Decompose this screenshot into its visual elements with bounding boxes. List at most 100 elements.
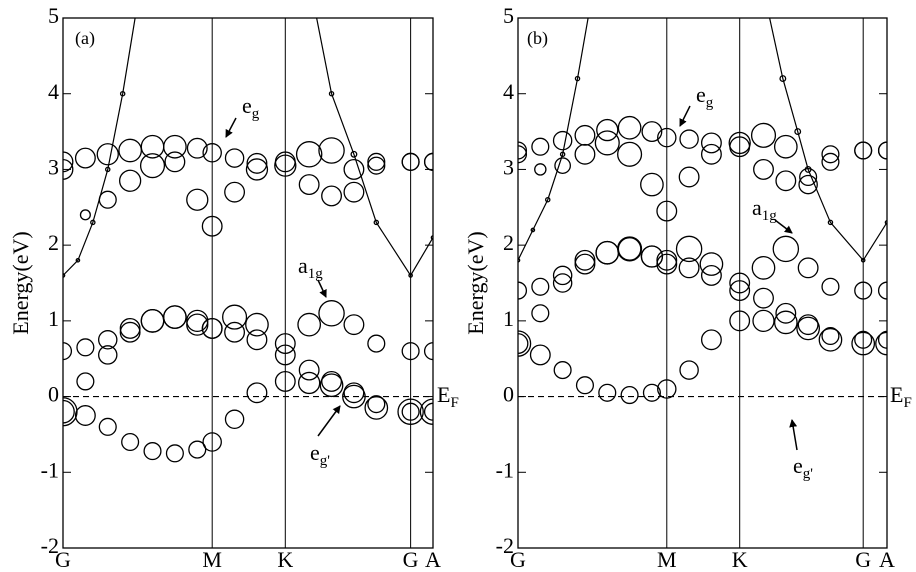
- band-weight-circle: [319, 373, 344, 398]
- band-weight-circle: [617, 141, 643, 167]
- band-weight-circle: [245, 158, 269, 181]
- annotation-subscript: 1g: [308, 266, 324, 282]
- annotation-text: a: [752, 195, 762, 220]
- y-tick-label: 4: [503, 79, 514, 104]
- band-weight-circle: [531, 137, 550, 156]
- band-weight-circle: [821, 326, 840, 346]
- band-weight-circle: [224, 409, 245, 430]
- band-weight-circle: [401, 402, 420, 421]
- band-weight-circle: [598, 383, 617, 402]
- y-tick-label: -1: [41, 457, 59, 482]
- band-weight-circle: [640, 172, 664, 197]
- band-weight-circle: [343, 314, 365, 336]
- annotation: a1g: [752, 195, 777, 224]
- band-weight-circle: [423, 402, 433, 421]
- band-weight-circle: [620, 386, 639, 405]
- band-weight-circle: [729, 280, 751, 302]
- band-weight-circle: [98, 417, 117, 436]
- annotation-subscript: g': [320, 453, 331, 469]
- y-tick-label: 3: [48, 154, 59, 179]
- band-weight-circle: [245, 312, 269, 337]
- band-weight-circle: [343, 382, 365, 404]
- band-weight-circle: [186, 137, 208, 159]
- annotation-arrow: [679, 105, 691, 127]
- band-weight-circle: [98, 330, 118, 350]
- bands: [63, 1, 433, 463]
- band-weight-circle: [656, 253, 678, 275]
- band-weight-circle: [408, 273, 413, 278]
- annotation-text: e: [793, 453, 803, 478]
- band-weight-circle: [594, 130, 620, 156]
- band-weight-circle: [775, 302, 797, 324]
- y-tick-label: 5: [503, 3, 514, 28]
- band-weight-circle: [297, 312, 322, 337]
- band-weight-circle: [119, 90, 126, 97]
- band-weight-circle: [430, 235, 433, 240]
- band-weight-circle: [574, 124, 596, 146]
- band-weight-circle: [295, 141, 323, 168]
- band-weight-circle: [617, 236, 643, 262]
- band-weight-circle: [574, 253, 596, 275]
- band-weight-circle: [367, 334, 386, 353]
- band-weight-circle: [657, 379, 677, 399]
- band-weight-circle: [552, 265, 573, 286]
- band-weight-circle: [773, 310, 798, 335]
- plot-frame: [517, 17, 888, 549]
- band-weight-circle: [818, 327, 843, 352]
- y-tick-label: 1: [48, 306, 59, 331]
- band-weight-circle: [140, 309, 165, 333]
- band-weight-circle: [343, 158, 365, 180]
- band-weight-circle: [321, 185, 342, 207]
- annotation-text: E: [890, 382, 903, 407]
- band-weight-circle: [700, 264, 722, 286]
- band-weight-circle: [274, 151, 296, 173]
- band-weight-circle: [139, 153, 166, 179]
- band-weight-circle: [96, 143, 119, 166]
- band-weight-circle: [186, 313, 209, 336]
- band-weight-circle: [63, 342, 73, 361]
- band-weight-circle: [617, 237, 642, 261]
- band-weight-circle: [186, 188, 209, 211]
- band-weight-circle: [274, 370, 296, 392]
- band-weight-circle: [321, 370, 342, 392]
- band-weight-circle: [135, 1, 139, 5]
- annotation: EF: [437, 382, 459, 411]
- band-weight-circle: [700, 132, 722, 154]
- annotation-text: (b): [527, 28, 548, 49]
- band-weight-circle: [119, 317, 141, 339]
- band-weight-circle: [342, 384, 366, 409]
- annotation-subscript: F: [903, 395, 911, 411]
- band-weight-circle: [202, 143, 222, 163]
- band-weight-circle: [121, 432, 140, 452]
- x-tick-label: K: [277, 547, 293, 572]
- band-weight-circle: [796, 316, 820, 341]
- band-weight-circle: [753, 287, 774, 309]
- band-weight-circle: [854, 281, 873, 300]
- annotation-subscript: F: [450, 395, 458, 411]
- band-weight-circle: [587, 8, 591, 12]
- band-weight-circle: [74, 405, 96, 426]
- x-tick-label: G: [855, 547, 871, 572]
- band-weight-circle: [640, 245, 664, 268]
- band-weight-circle: [328, 90, 335, 97]
- band-weight-circle: [298, 371, 321, 395]
- band-weight-circle: [596, 118, 619, 142]
- annotation: eg': [793, 453, 813, 482]
- band-weight-circle: [657, 127, 677, 148]
- band-weight-circle: [318, 300, 345, 327]
- band-weight-circle: [531, 277, 550, 296]
- band-weight-circle: [729, 310, 751, 332]
- annotation: (a): [75, 28, 95, 49]
- band-weight-circle: [312, 1, 316, 5]
- band-weight-circle: [531, 304, 550, 323]
- band-weight-circle: [274, 333, 296, 355]
- band-weight-circle: [373, 219, 380, 226]
- band-weight-circle: [678, 166, 700, 188]
- band-weight-circle: [274, 154, 297, 177]
- band-weight-circle: [140, 134, 165, 159]
- band-weight-circle: [617, 115, 642, 140]
- band-weight-circle: [298, 359, 320, 381]
- band-weight-circle: [797, 257, 819, 279]
- band-weight-circle: [884, 220, 887, 225]
